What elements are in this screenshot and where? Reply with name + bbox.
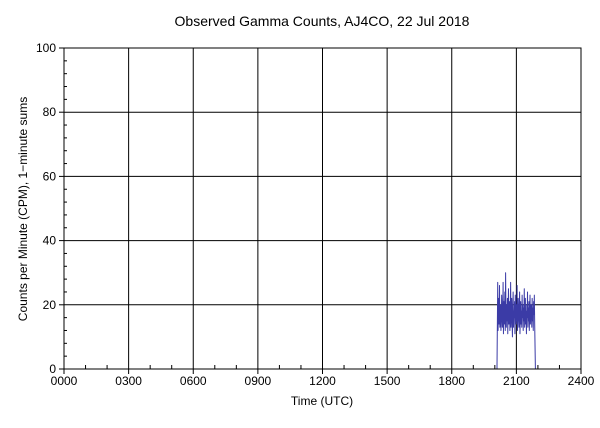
ticks bbox=[59, 47, 582, 374]
y-tick-label: 60 bbox=[43, 169, 57, 183]
x-tick-label: 0600 bbox=[180, 374, 207, 388]
y-tick-label: 20 bbox=[43, 298, 57, 312]
series-layer bbox=[495, 272, 536, 370]
x-tick-label: 2400 bbox=[568, 374, 595, 388]
x-tick-label: 1500 bbox=[374, 374, 401, 388]
x-tick-label: 1200 bbox=[309, 374, 336, 388]
x-tick-label: 1800 bbox=[438, 374, 465, 388]
chart-title: Observed Gamma Counts, AJ4CO, 22 Jul 201… bbox=[175, 13, 470, 29]
y-tick-label: 100 bbox=[36, 41, 56, 55]
x-tick-label: 0000 bbox=[51, 374, 78, 388]
y-axis-label: Counts per Minute (CPM), 1−minute sums bbox=[16, 97, 30, 321]
y-tick-label: 80 bbox=[43, 105, 57, 119]
y-tick-label: 40 bbox=[43, 234, 57, 248]
tick-labels: 0000 0300 0600 0900 1200 1500 1800 2100 2400 0 20 4… bbox=[36, 41, 595, 388]
x-tick-label: 0300 bbox=[115, 374, 142, 388]
y-tick-label: 0 bbox=[49, 362, 56, 376]
x-tick-label: 0900 bbox=[245, 374, 272, 388]
x-tick-label: 2100 bbox=[503, 374, 530, 388]
x-axis-label: Time (UTC) bbox=[291, 394, 353, 408]
series-line-0 bbox=[495, 272, 536, 370]
grid bbox=[64, 48, 581, 369]
